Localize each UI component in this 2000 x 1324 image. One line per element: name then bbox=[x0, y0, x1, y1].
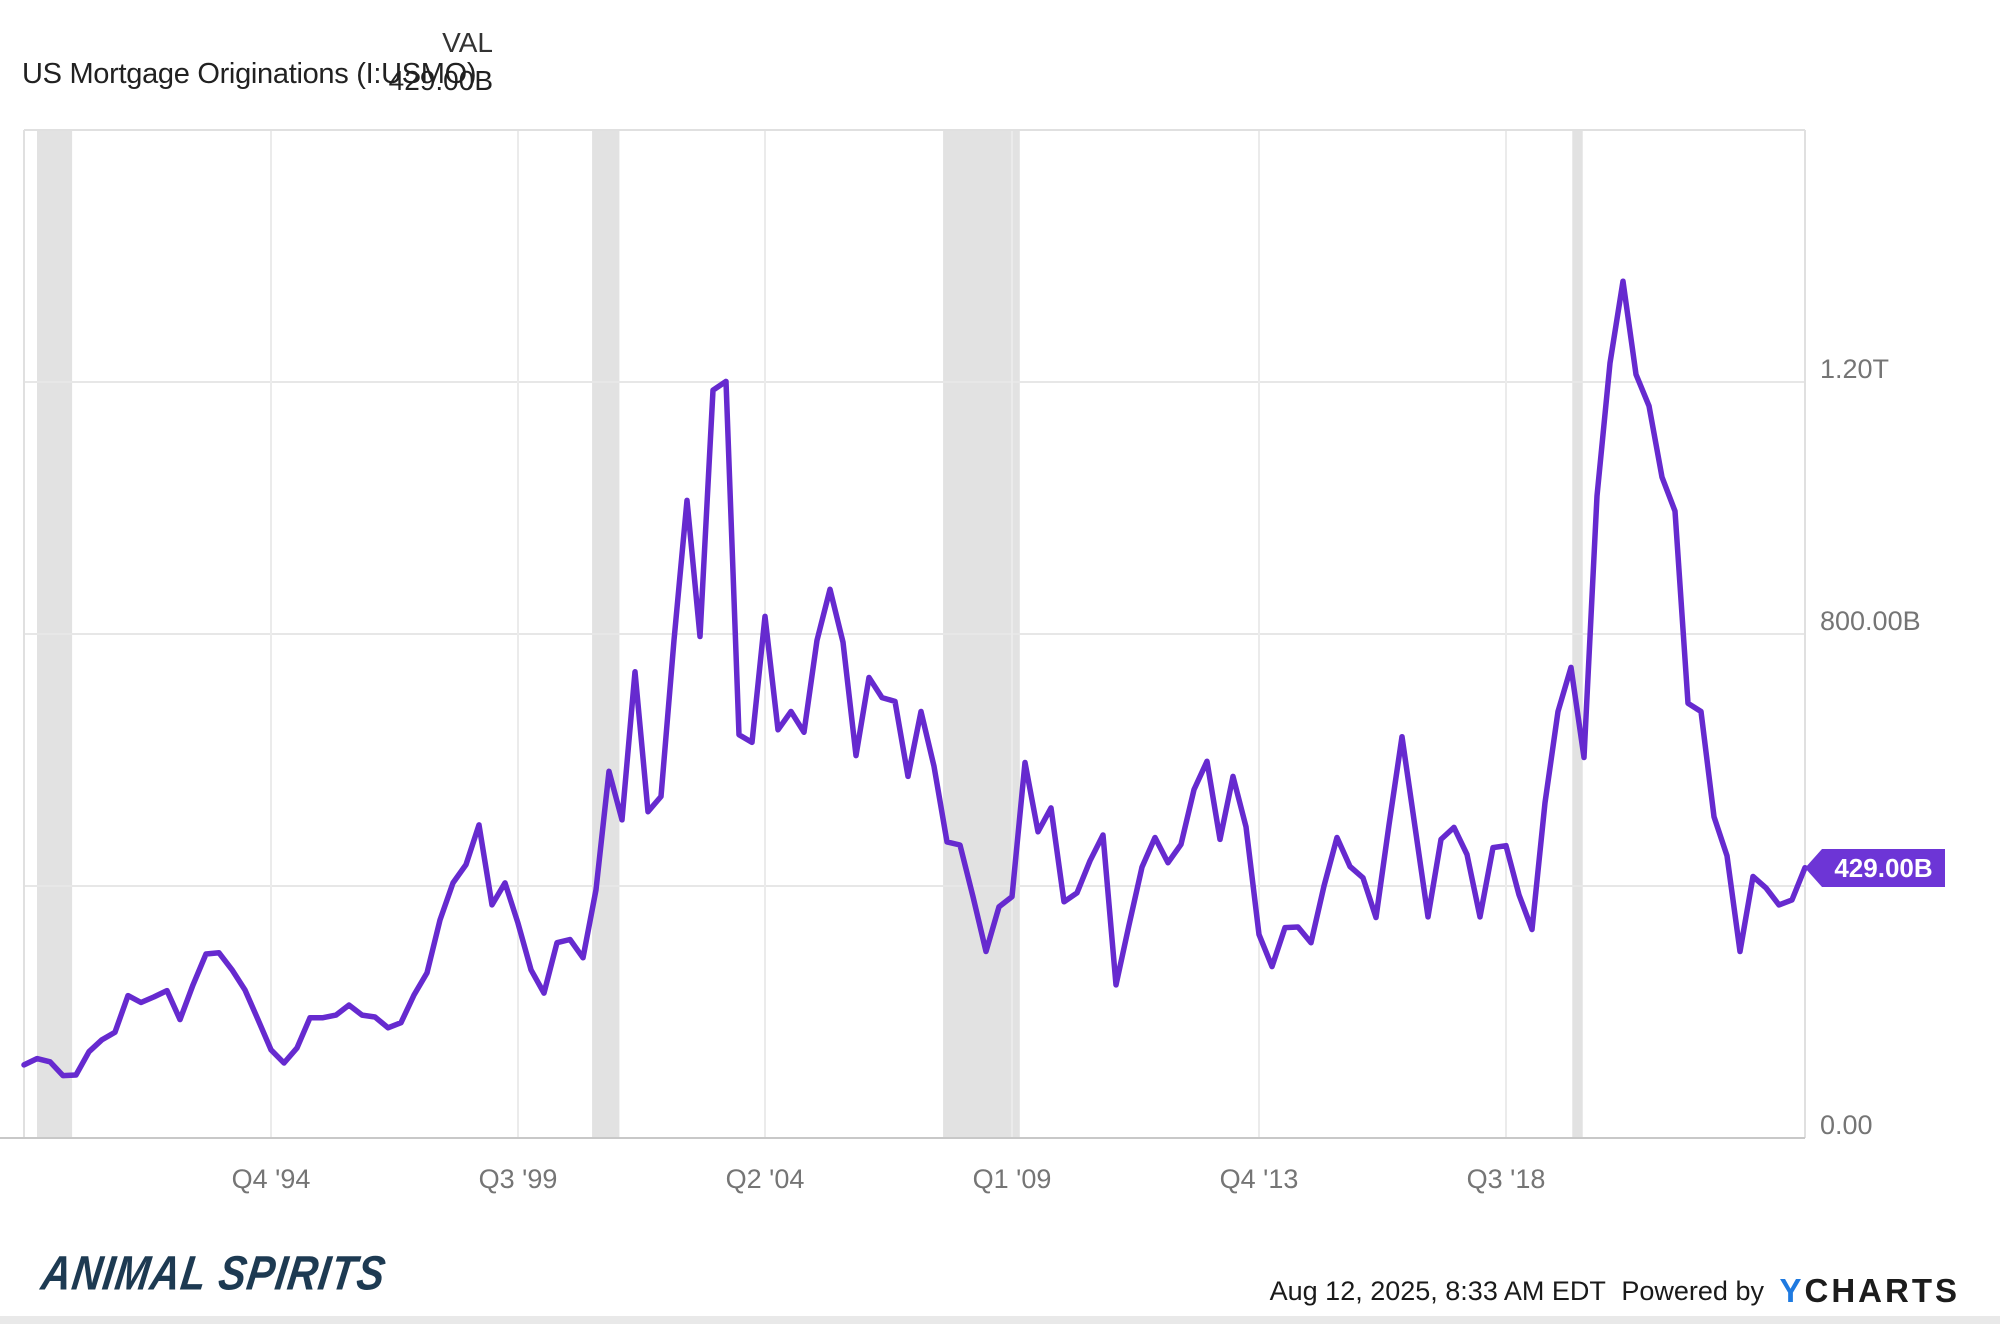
value-badge-label: 429.00B bbox=[1834, 853, 1933, 883]
y-tick-label: 1.20T bbox=[1820, 354, 1889, 384]
x-tick-label: Q3 '99 bbox=[479, 1164, 558, 1194]
chart-title: US Mortgage Originations (I:USMO) bbox=[22, 58, 477, 90]
value-column-header: VAL bbox=[442, 27, 493, 58]
attribution: Aug 12, 2025, 8:33 AM EDT Powered by YCH… bbox=[1270, 1272, 1960, 1310]
y-tick-label: 800.00B bbox=[1820, 606, 1921, 636]
x-tick-label: Q2 '04 bbox=[726, 1164, 805, 1194]
powered-by-label: Powered by bbox=[1621, 1276, 1764, 1306]
ycharts-wordmark: CHARTS bbox=[1804, 1272, 1960, 1309]
x-tick-label: Q1 '09 bbox=[973, 1164, 1052, 1194]
latest-value: 429.00B bbox=[388, 65, 493, 96]
value-badge: 429.00B bbox=[1805, 849, 1945, 887]
bottom-strip bbox=[0, 1316, 2000, 1324]
timestamp: Aug 12, 2025, 8:33 AM EDT bbox=[1269, 1276, 1606, 1306]
ycharts-y-icon: Y bbox=[1779, 1272, 1805, 1309]
x-tick-label: Q4 '94 bbox=[232, 1164, 311, 1194]
x-tick-label: Q4 '13 bbox=[1220, 1164, 1299, 1194]
animal-spirits-logo: ANIMAL SPIRITS bbox=[38, 1245, 390, 1301]
y-tick-label: 0.00 bbox=[1820, 1110, 1873, 1140]
x-tick-label: Q3 '18 bbox=[1467, 1164, 1546, 1194]
ycharts-logo: YCHARTS bbox=[1779, 1272, 1960, 1309]
data-series-line bbox=[21, 278, 1808, 1079]
